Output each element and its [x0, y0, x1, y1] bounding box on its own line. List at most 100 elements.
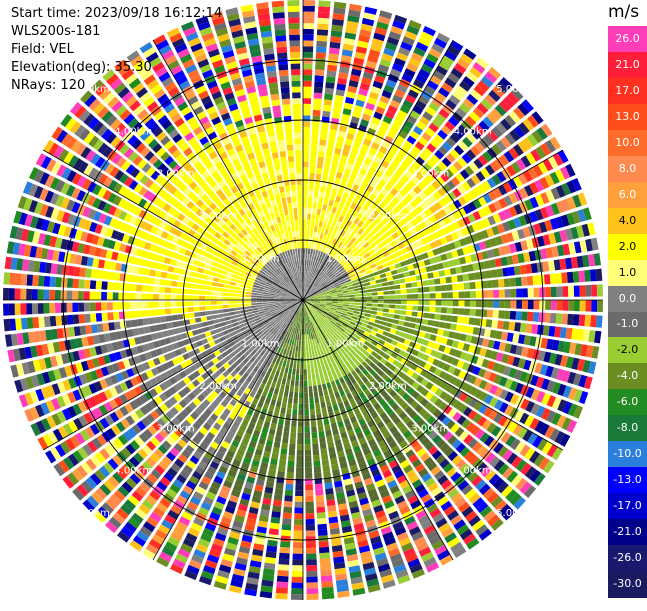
- ppi-gate: [306, 525, 315, 531]
- ppi-gate: [292, 351, 295, 357]
- ppi-gate: [307, 254, 310, 260]
- ppi-gate: [318, 385, 323, 391]
- ppi-gate: [277, 570, 288, 577]
- ppi-gate: [486, 319, 493, 327]
- ppi-gate: [432, 328, 439, 335]
- ppi-gate: [423, 313, 429, 319]
- ppi-gate: [332, 219, 337, 226]
- ppi-gate: [319, 145, 326, 152]
- ppi-gate: [113, 302, 119, 310]
- ppi-gate: [212, 282, 218, 287]
- ppi-gate: [32, 275, 39, 286]
- ppi-gate: [403, 272, 410, 278]
- ppi-gate: [424, 287, 430, 293]
- ppi-gate: [269, 464, 277, 471]
- ppi-gate: [349, 297, 355, 299]
- ppi-gate: [296, 346, 299, 352]
- ppi-gate: [394, 314, 400, 319]
- ppi-gate: [444, 323, 451, 330]
- ppi-gate: [15, 288, 21, 300]
- ppi-gate: [318, 367, 322, 373]
- ppi-gate: [343, 302, 349, 304]
- ppi-gate: [97, 324, 104, 333]
- ppi-gate: [194, 312, 200, 317]
- ppi-gate: [370, 281, 376, 285]
- ppi-gate: [291, 421, 297, 427]
- ppi-gate: [305, 265, 307, 271]
- ppi-gate: [303, 121, 310, 127]
- ppi-gate: [397, 325, 404, 331]
- ppi-gate: [131, 275, 138, 283]
- ppi-gate: [297, 456, 304, 462]
- ppi-gate: [289, 449, 296, 455]
- ppi-gate: [96, 281, 102, 290]
- ppi-gate: [307, 225, 310, 231]
- ppi-gate: [398, 273, 405, 278]
- ppi-gate: [348, 307, 354, 310]
- ppi-gate: [457, 316, 464, 323]
- ppi-gate: [287, 374, 291, 380]
- ppi-gate: [287, 403, 292, 409]
- ppi-gate: [276, 383, 281, 390]
- ppi-gate: [455, 266, 462, 273]
- ppi-gate: [303, 190, 307, 196]
- ppi-gate: [43, 290, 49, 301]
- ppi-gate: [303, 323, 304, 329]
- ppi-gate: [464, 309, 470, 316]
- ppi-gate: [282, 378, 287, 384]
- ppi-gate: [206, 311, 212, 316]
- ppi-gate: [321, 454, 328, 461]
- ppi-gate: [328, 53, 339, 60]
- ppi-gate: [304, 346, 306, 352]
- ppi-gate: [305, 444, 311, 450]
- ppi-gate: [372, 296, 378, 299]
- ppi-gate: [223, 284, 229, 288]
- ppi-gate: [101, 302, 107, 310]
- ppi-gate: [280, 408, 286, 415]
- ppi-gate: [389, 286, 395, 290]
- ppi-gate: [376, 316, 382, 320]
- ppi-gate: [327, 146, 334, 153]
- ppi-gate: [206, 286, 212, 291]
- ppi-gate: [307, 363, 310, 369]
- ppi-gate: [125, 311, 131, 319]
- ppi-gate: [382, 313, 388, 317]
- ppi-gate: [303, 156, 309, 162]
- ppi-gate: [176, 302, 182, 307]
- ppi-gate: [296, 473, 303, 479]
- ppi-gate: [505, 289, 511, 298]
- ppi-gate: [291, 380, 295, 386]
- ppi-gate: [323, 198, 328, 205]
- ppi-gate: [324, 99, 333, 106]
- ppi-gate: [585, 315, 592, 327]
- ppi-gate: [315, 368, 319, 374]
- ppi-gate: [531, 324, 538, 334]
- ppi-gate: [366, 289, 372, 292]
- ppi-gate: [300, 323, 302, 329]
- ppi-gate: [366, 300, 372, 303]
- ppi-gate: [235, 286, 241, 290]
- ppi-gate: [354, 305, 360, 308]
- ppi-gate: [274, 300, 280, 301]
- ppi-gate: [337, 294, 343, 296]
- ppi-gate: [313, 449, 320, 455]
- ppi-gate: [293, 542, 303, 548]
- ppi-gate: [160, 279, 166, 285]
- ppi-gate: [306, 237, 309, 243]
- ppi-gate: [355, 303, 361, 306]
- ppi-gate: [320, 186, 326, 193]
- ppi-gate: [172, 321, 179, 327]
- ppi-gate: [130, 293, 136, 300]
- ppi-gate: [561, 272, 568, 283]
- ppi-gate: [305, 433, 311, 439]
- ppi-gate: [228, 301, 234, 304]
- ppi-gate: [138, 327, 145, 335]
- ppi-gate: [474, 272, 481, 280]
- ppi-gate: [325, 193, 331, 200]
- ppi-gate: [200, 311, 206, 316]
- ppi-gate: [372, 300, 378, 303]
- ppi-gate: [304, 398, 308, 404]
- ppi-gate: [313, 232, 317, 238]
- ppi-gate: [441, 293, 447, 299]
- ppi-gate: [306, 242, 309, 248]
